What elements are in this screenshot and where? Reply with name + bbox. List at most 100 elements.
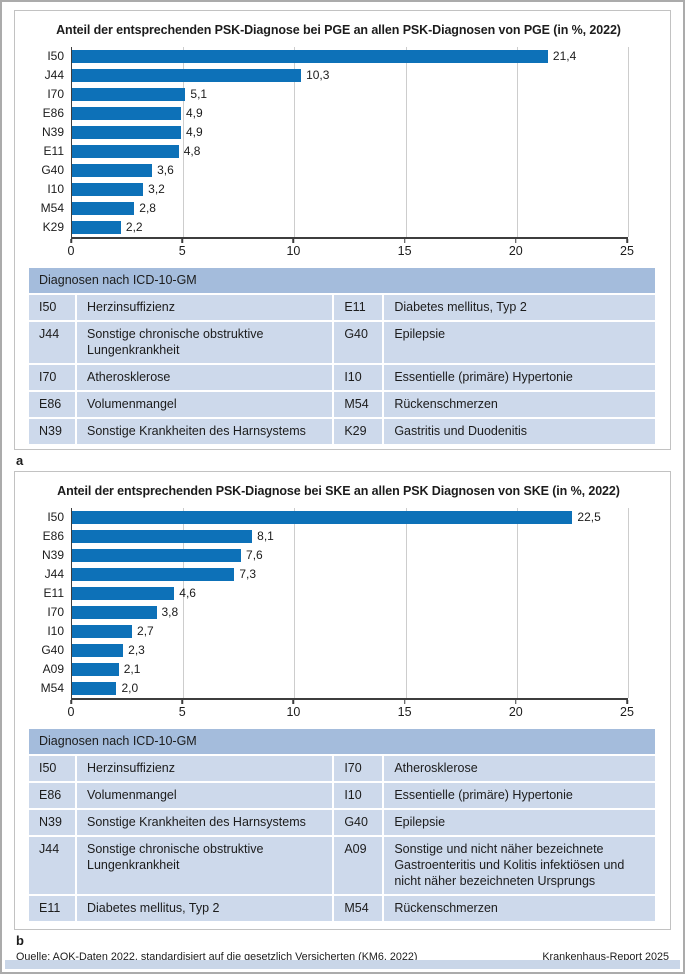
icd-label-cell: Diabetes mellitus, Typ 2	[384, 295, 655, 320]
icd-code-cell: K29	[334, 419, 383, 444]
gridline	[294, 47, 296, 237]
bar-row: 2,8	[72, 199, 628, 218]
x-tick-mark	[70, 239, 72, 243]
bar-value-label: 7,3	[239, 567, 257, 581]
table-header: Diagnosen nach ICD-10-GM	[29, 729, 655, 754]
icd-code-cell: I10	[334, 365, 383, 390]
category-label: I50	[47, 510, 64, 524]
icd-code-cell: E86	[29, 783, 75, 808]
bar-row: 5,1	[72, 85, 628, 104]
chart-a-title: Anteil der entsprechenden PSK-Diagnose b…	[56, 23, 621, 37]
x-tick-label: 10	[286, 705, 301, 719]
bar-value-label: 3,2	[148, 182, 165, 196]
category-label: G40	[41, 163, 64, 177]
bar-value-label: 22,5	[577, 510, 601, 524]
bar	[72, 126, 181, 139]
bar-value-label: 21,4	[552, 49, 577, 63]
bar	[72, 107, 181, 120]
category-label: I70	[47, 87, 64, 101]
bar-row: 3,6	[72, 161, 628, 180]
gridline	[183, 47, 185, 237]
x-tick-label: 25	[620, 705, 634, 719]
bar	[72, 145, 179, 158]
bar-row: 3,8	[72, 603, 628, 622]
gridline	[183, 508, 185, 698]
category-label: E11	[43, 144, 64, 158]
x-tick-mark	[403, 239, 406, 243]
x-axis: 0 5 10 15 20 25	[68, 239, 634, 261]
icd-code-cell: E11	[334, 295, 383, 320]
bar	[72, 183, 144, 196]
x-tick-label: 25	[620, 244, 634, 258]
x-tick-mark	[70, 700, 72, 704]
bar-value-label: 2,2	[125, 220, 143, 234]
category-label: E86	[42, 106, 64, 120]
icd-label-cell: Epilepsie	[384, 810, 655, 835]
bar-row: 4,6	[72, 584, 628, 603]
icd-label-cell: Sonstige chronische obstruktive Lungenkr…	[77, 837, 333, 894]
bar-row: 2,2	[72, 218, 628, 237]
category-label: I10	[47, 624, 64, 638]
icd-code-cell: E11	[29, 896, 75, 921]
icd-code-cell: J44	[29, 322, 75, 363]
icd-label-cell: Sonstige Krankheiten des Harnsystems	[77, 419, 333, 444]
x-tick-mark	[626, 239, 628, 243]
category-label: I10	[47, 182, 64, 196]
x-tick-label: 0	[67, 705, 75, 719]
category-label: E11	[43, 586, 64, 600]
bar-value-label: 4,9	[185, 125, 203, 139]
plot-area: 21,4 10,3 5,1 4,9 4,9 4,8 3,6 3,2 2,8 2,2	[71, 47, 629, 239]
x-tick-label: 5	[178, 705, 186, 719]
chart-a: I50 J44 I70 E86 N39 E11 G40 I10 M54 K29 21,4 10,3 5…	[23, 47, 654, 239]
gridline	[294, 508, 296, 698]
category-label: I70	[47, 605, 64, 619]
category-axis: I50 E86 N39 J44 E11 I70 I10 G40 A09 M54	[23, 508, 71, 700]
bar-row: 4,9	[72, 104, 628, 123]
icd-code-cell: I50	[29, 756, 75, 781]
bar-row: 8,1	[72, 527, 628, 546]
bar-row: 2,1	[72, 660, 628, 679]
bar-row: 7,3	[72, 565, 628, 584]
bar	[72, 644, 124, 657]
panel-b-label: b	[16, 933, 24, 948]
x-tick-mark	[292, 700, 295, 704]
category-label: M54	[40, 681, 64, 695]
icd-code-cell: I70	[29, 365, 75, 390]
bar-value-label: 10,3	[306, 68, 330, 82]
icd-label-cell: Atherosklerose	[77, 365, 333, 390]
category-label: N39	[41, 548, 64, 562]
chart-b-title: Anteil der entsprechenden PSK-Diagnose b…	[57, 484, 620, 498]
footer-band	[5, 960, 680, 969]
icd-code-cell: N39	[29, 810, 75, 835]
gridline	[628, 47, 629, 237]
icd-label-cell: Gastritis und Duodenitis	[384, 419, 655, 444]
x-tick-label: 10	[286, 244, 301, 258]
x-tick-mark	[181, 239, 183, 243]
bar	[72, 568, 235, 581]
icd-code-cell: M54	[334, 896, 383, 921]
bar-value-label: 7,6	[246, 548, 263, 562]
icd-code-cell: E86	[29, 392, 75, 417]
icd-label-cell: Diabetes mellitus, Typ 2	[77, 896, 333, 921]
bar	[72, 530, 253, 543]
icd-code-cell: G40	[334, 810, 383, 835]
icd-label-cell: Essentielle (primäre) Hypertonie	[384, 365, 655, 390]
bar-row: 2,3	[72, 641, 628, 660]
bar-row: 3,2	[72, 180, 628, 199]
gridline	[516, 47, 518, 237]
x-tick-mark	[626, 700, 628, 704]
gridline	[628, 508, 629, 698]
x-tick-label: 5	[178, 244, 186, 258]
category-label: K29	[42, 220, 64, 234]
icd-label-cell: Essentielle (primäre) Hypertonie	[384, 783, 655, 808]
x-tick-mark	[515, 700, 517, 704]
bar	[72, 587, 175, 600]
bar-value-label: 2,8	[139, 201, 156, 215]
icd-label-cell: Atherosklerose	[384, 756, 655, 781]
category-label: N39	[41, 125, 64, 139]
bar	[72, 164, 153, 177]
bar	[72, 625, 133, 638]
x-tick-mark	[515, 239, 517, 243]
x-tick-mark	[403, 700, 406, 704]
